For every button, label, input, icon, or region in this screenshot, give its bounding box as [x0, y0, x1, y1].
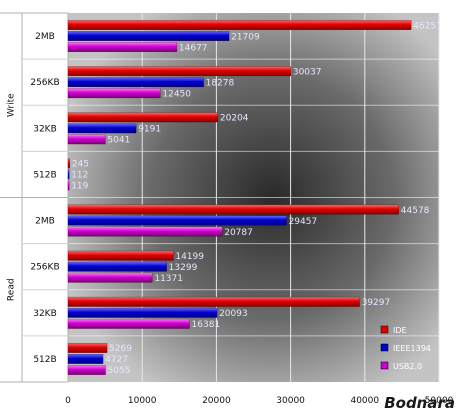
- bar: [67, 296, 360, 307]
- category-label: 512B: [33, 170, 56, 180]
- legend-swatch: [380, 325, 389, 334]
- legend-label: IEEE1394: [393, 344, 431, 353]
- bar: [67, 77, 204, 88]
- data-label: 9191: [138, 125, 161, 135]
- data-label: 112: [71, 171, 88, 181]
- bar: [67, 158, 71, 169]
- data-label: 44578: [401, 206, 430, 216]
- data-label: 30037: [293, 67, 322, 77]
- data-label: 46251: [413, 21, 442, 31]
- data-label: 11371: [154, 274, 183, 284]
- data-label: 29457: [289, 217, 318, 227]
- category-label: 32KB: [33, 309, 57, 319]
- category-label: 2MB: [35, 32, 55, 42]
- x-tick-label: 0: [65, 396, 71, 406]
- bar: [67, 318, 190, 329]
- legend-swatch: [380, 361, 389, 370]
- bar: [67, 226, 223, 237]
- data-label: 21709: [231, 32, 260, 42]
- x-tick-label: 10000: [128, 396, 157, 406]
- data-label: 20204: [220, 114, 249, 124]
- data-label: 14199: [175, 252, 204, 262]
- group-label: Read: [7, 278, 17, 301]
- x-tick-label: 30000: [276, 396, 305, 406]
- bar: [67, 123, 137, 134]
- bar: [67, 112, 219, 123]
- bar: [67, 42, 178, 53]
- category-label: 256KB: [30, 263, 59, 273]
- data-label: 245: [72, 160, 89, 170]
- watermark: Bodnara: [384, 394, 455, 412]
- data-label: 20093: [219, 309, 248, 319]
- bar: [67, 250, 174, 261]
- bar: [67, 307, 218, 318]
- bar: [67, 261, 167, 272]
- bars: 46251 21709 14677 30037 18278 12450 20204 9191 5…: [67, 20, 442, 376]
- category-label: 32KB: [33, 124, 57, 134]
- data-label: 39297: [362, 298, 391, 308]
- category-panel: [0, 12, 69, 383]
- category-labels: Write 2MB 256KB 32KB 512B Read 2MB 256KB 32KB 512…: [7, 32, 68, 365]
- legend-label: USB2.0: [393, 362, 422, 371]
- bar: [67, 31, 230, 42]
- bar: [67, 364, 106, 375]
- data-label: 14677: [179, 43, 208, 53]
- legend-label: IDE: [393, 326, 407, 335]
- bar: [67, 169, 70, 180]
- data-label: 18278: [206, 78, 235, 88]
- bar: [67, 342, 108, 353]
- category-label: 256KB: [30, 78, 59, 88]
- data-label: 4727: [105, 355, 128, 365]
- x-tick-label: 40000: [350, 396, 379, 406]
- category-label: 2MB: [35, 217, 55, 227]
- legend-swatch: [380, 343, 389, 352]
- category-label: 512B: [33, 355, 56, 365]
- bar: [67, 215, 287, 226]
- x-tick-label: 20000: [202, 396, 231, 406]
- bar: [67, 180, 70, 191]
- data-label: 12450: [162, 89, 191, 99]
- data-label: 16381: [192, 320, 221, 330]
- bar: [67, 66, 292, 77]
- bar: [67, 20, 412, 31]
- bar: [67, 272, 153, 283]
- data-label: 13299: [169, 263, 198, 273]
- data-label: 5269: [109, 344, 132, 354]
- x-axis: 0 10000 20000 30000 40000 50000: [65, 396, 453, 406]
- bar: [67, 353, 104, 364]
- bar: [67, 88, 161, 99]
- data-label: 119: [71, 182, 88, 192]
- x-tick-label: 50000: [425, 396, 454, 406]
- legend: IDE IEEE1394 USB2.0: [380, 325, 431, 371]
- bar: [67, 134, 106, 145]
- bar: [67, 204, 399, 215]
- data-label: 5055: [108, 366, 131, 376]
- data-label: 20787: [224, 228, 253, 238]
- data-label: 5041: [107, 136, 130, 146]
- group-label: Write: [7, 93, 17, 117]
